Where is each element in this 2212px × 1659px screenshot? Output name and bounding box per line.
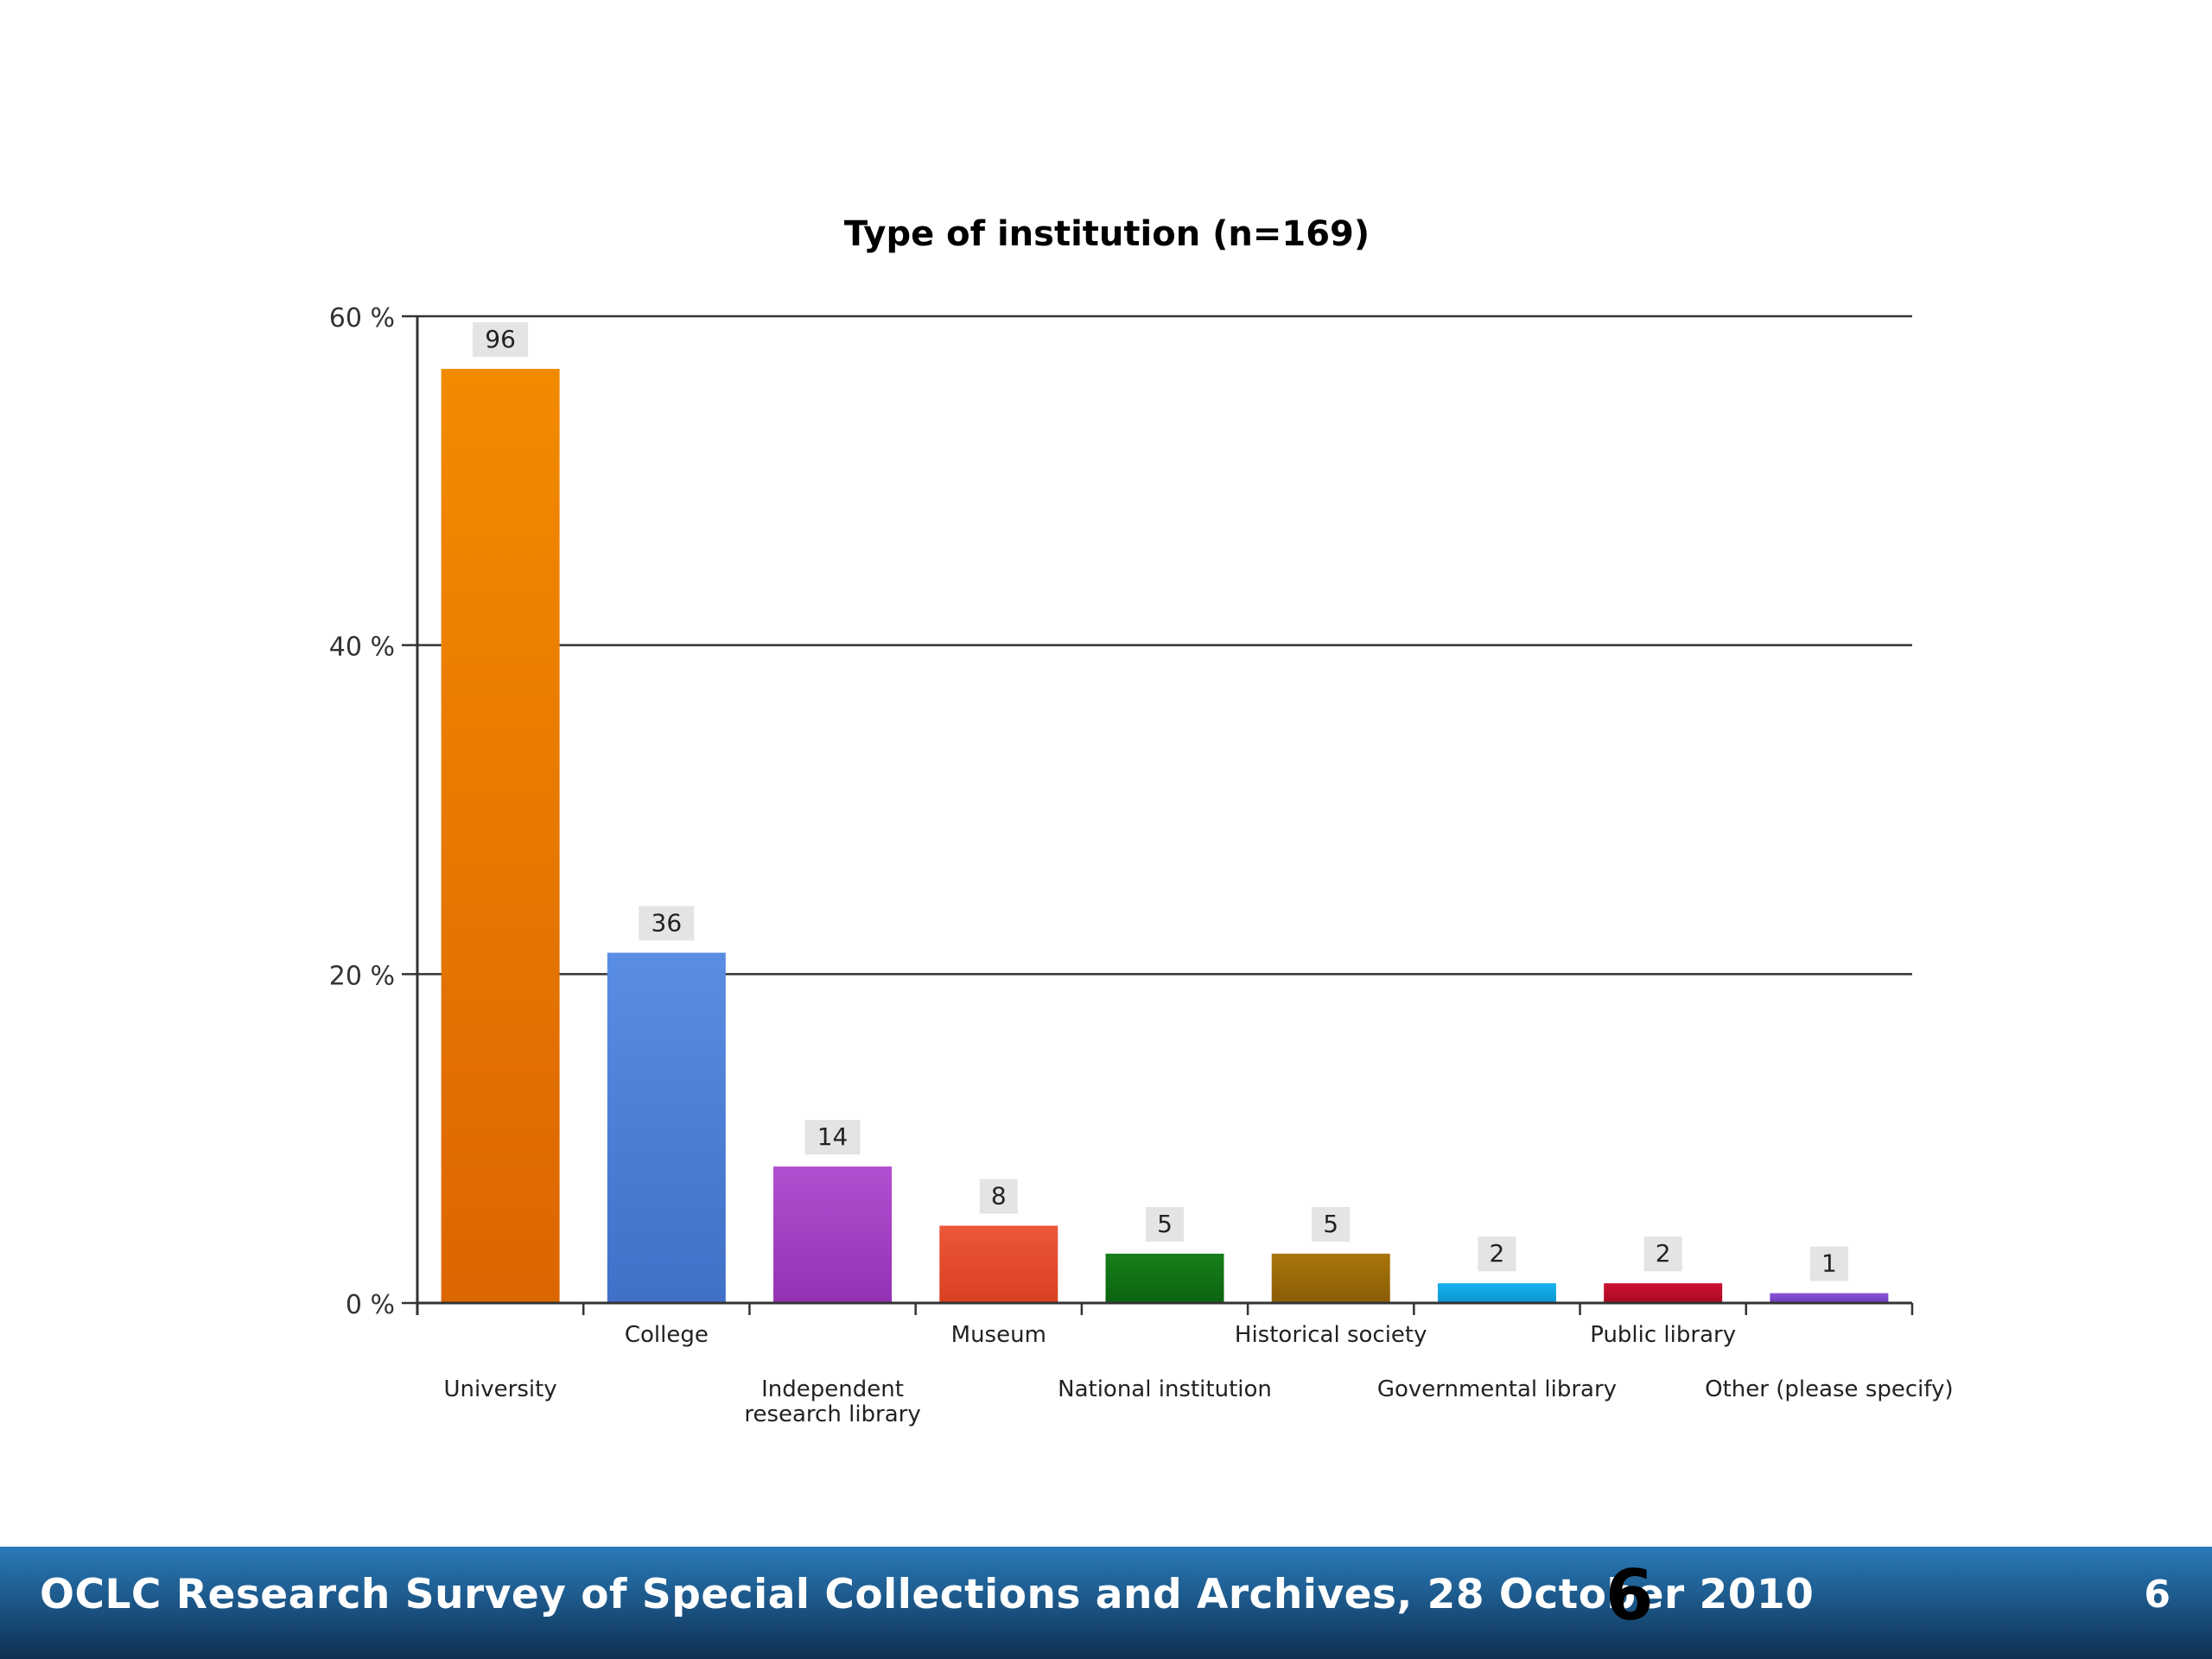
data-label: 5	[1323, 1210, 1338, 1238]
bar-chart: Type of institution (n=169) 0 % 20 % 40 % 6…	[329, 214, 1954, 1427]
footer-title: OCLC Research Survey of Special Collecti…	[40, 1571, 1815, 1618]
data-label-box	[1643, 1236, 1682, 1272]
bar	[1271, 1253, 1390, 1303]
bar	[1770, 1293, 1889, 1303]
data-label-box	[804, 1120, 861, 1155]
bar	[1437, 1283, 1556, 1303]
data-label-box	[979, 1179, 1018, 1214]
x-category-label: Governmental library	[1377, 1376, 1617, 1402]
bar	[773, 1166, 893, 1303]
bar	[1604, 1283, 1723, 1303]
footer-slide-number-large: 6	[1605, 1555, 1654, 1636]
bar	[607, 952, 726, 1303]
data-label: 2	[1656, 1239, 1671, 1268]
grid-lines	[417, 315, 1912, 976]
data-label-box	[473, 321, 529, 357]
y-tick-label: 60 %	[329, 303, 395, 334]
y-tick-label: 20 %	[329, 961, 395, 991]
x-category-label: Public library	[1590, 1322, 1736, 1348]
x-category-label: Historical society	[1235, 1322, 1427, 1348]
chart-title: Type of institution (n=169)	[844, 214, 1370, 254]
data-label: 14	[817, 1122, 849, 1151]
labels: 0 % 20 % 40 % 60 % 96 36 14 8 5 5 2 2 1 University Col…	[329, 303, 1954, 1427]
x-category-label: National institution	[1058, 1376, 1272, 1402]
axes	[402, 315, 1914, 1315]
data-label: 8	[991, 1182, 1007, 1211]
footer-bar: OCLC Research Survey of Special Collecti…	[0, 1547, 2212, 1659]
data-label: 2	[1490, 1239, 1505, 1268]
bar	[441, 368, 560, 1303]
data-label: 5	[1157, 1210, 1173, 1238]
data-label: 36	[652, 909, 683, 938]
data-label-box	[1146, 1206, 1184, 1242]
x-category-label: Other (please specify)	[1705, 1376, 1954, 1402]
bar	[1105, 1253, 1224, 1303]
data-label-box	[639, 906, 695, 941]
x-category-label: Independent research library	[744, 1376, 920, 1427]
x-category-label: Museum	[951, 1322, 1046, 1348]
bars	[441, 368, 1889, 1303]
data-label-box	[1312, 1206, 1351, 1242]
bar	[939, 1225, 1058, 1303]
data-label-box	[1478, 1236, 1516, 1272]
x-category-label: College	[625, 1322, 709, 1348]
x-category-label: University	[444, 1376, 557, 1402]
data-label: 96	[485, 325, 516, 353]
y-tick-label: 40 %	[329, 632, 395, 663]
y-tick-label: 0 %	[346, 1290, 395, 1320]
data-label-box	[1809, 1246, 1848, 1281]
footer-page-number: 6	[2144, 1573, 2171, 1617]
data-label: 1	[1821, 1249, 1837, 1278]
